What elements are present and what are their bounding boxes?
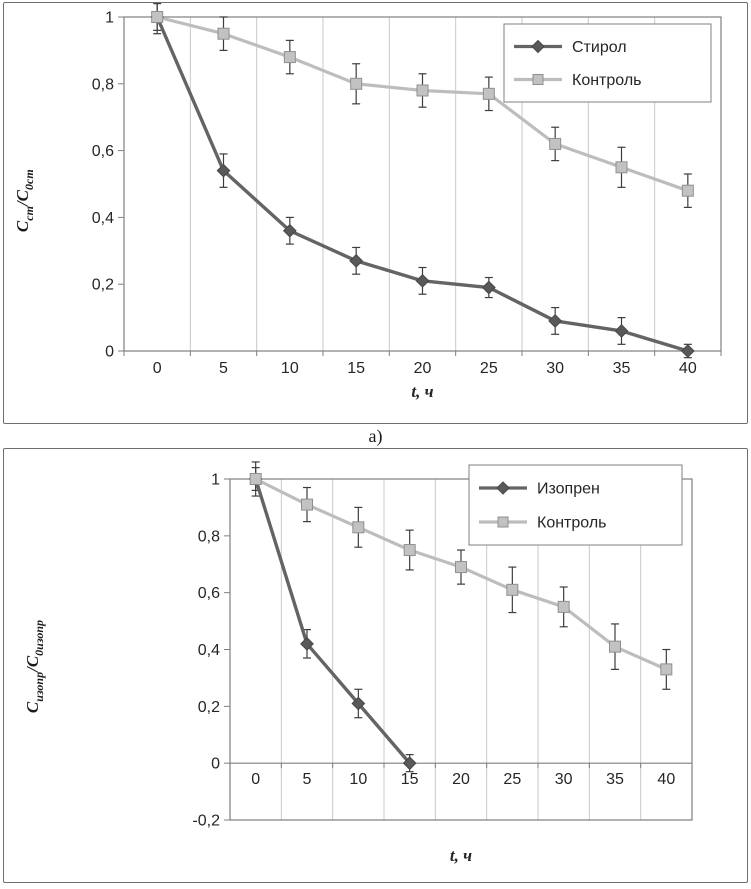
marker-square (660, 663, 673, 676)
marker-square (403, 544, 416, 557)
marker-diamond (614, 324, 629, 338)
y-axis-title: Cст/C0ст (13, 169, 36, 232)
y-tick-label: 0,6 (198, 585, 220, 602)
x-tick-label: 40 (679, 360, 697, 377)
marker-square (497, 516, 509, 528)
marker-square (151, 11, 164, 23)
marker-square (455, 561, 467, 574)
marker-diamond (481, 280, 496, 295)
y-tick-label: 1 (105, 10, 114, 27)
marker-diamond (300, 636, 314, 651)
marker-square (249, 473, 262, 485)
marker-square (557, 600, 570, 613)
x-tick-label: 30 (555, 771, 573, 788)
x-tick-label: 0 (251, 771, 260, 788)
series-line-0 (253, 477, 412, 765)
x-tick-label: 0 (153, 360, 162, 377)
y-tick-label: 0,8 (92, 76, 114, 93)
marker-diamond (531, 39, 545, 54)
chart-isoprene: -0,200,20,40,60,810 5 10 15 20 25 30 35 40Изопре… (23, 461, 693, 865)
marker-square (416, 84, 429, 97)
marker-square (283, 51, 296, 64)
y-tick-label: 0,6 (92, 143, 114, 160)
marker-diamond (216, 163, 231, 178)
y-tick-label: 0,2 (198, 699, 220, 716)
marker-diamond (415, 273, 430, 288)
marker-square (549, 137, 562, 150)
x-tick-label: 10 (281, 360, 299, 377)
marker-diamond (351, 696, 366, 711)
legend-label: Контроль (572, 72, 642, 89)
x-tick-label: 25 (503, 771, 521, 788)
legend-label: Изопрен (537, 481, 600, 498)
marker-square (609, 640, 621, 653)
x-tick-label: 25 (480, 360, 498, 377)
marker-square (506, 583, 519, 596)
x-tick-label: 35 (613, 360, 631, 377)
x-tick-label: 20 (452, 771, 470, 788)
marker-diamond (496, 481, 510, 495)
marker-square (681, 184, 694, 197)
x-tick-label: 5 (219, 360, 228, 377)
legend-box (503, 23, 712, 103)
marker-square (301, 498, 313, 511)
marker-diamond (349, 253, 364, 268)
x-tick-label: 30 (546, 360, 564, 377)
marker-square (482, 87, 495, 100)
x-tick-label: 15 (347, 360, 365, 377)
x-tick-label: 15 (401, 771, 419, 788)
marker-diamond (282, 223, 297, 238)
y-tick-label: -0,2 (192, 813, 220, 830)
figure-a: 0 0,2 0,4 0,6 0,8 1 0 5 10 15 20 25 30 35 40 Стирол Конт… (3, 2, 748, 424)
x-tick-label: 40 (657, 771, 675, 788)
x-tick-label: 35 (606, 771, 624, 788)
plot-border (123, 16, 722, 352)
x-tick-label: 20 (414, 360, 432, 377)
x-tick-label: 10 (349, 771, 367, 788)
y-tick-label: 0,8 (198, 528, 220, 545)
marker-square (532, 74, 544, 85)
legend-label: Контроль (537, 515, 607, 532)
figure-b: -0,2 0 0,2 0,4 0,6 0,8 1 0 5 10 15 20 25 30 35 40 Изопре… (3, 448, 748, 883)
y-tick-label: 1 (211, 472, 220, 489)
marker-square (217, 27, 230, 40)
y-tick-label: 0,4 (198, 642, 220, 659)
figure-a-caption: а) (368, 426, 383, 446)
marker-diamond (680, 344, 695, 358)
legend-label: Стирол (572, 39, 627, 56)
marker-square (615, 161, 628, 174)
y-tick-label: 0 (211, 756, 220, 773)
x-axis-title: t, ч (411, 382, 433, 401)
chart-styrene: 00,20,40,60,810 5 10 15 20 25 30 35 40СтиролКонт… (13, 3, 722, 401)
marker-diamond (548, 314, 563, 328)
marker-square (352, 521, 365, 534)
marker-diamond (402, 756, 417, 771)
y-tick-label: 0,2 (92, 277, 114, 294)
y-tick-label: 0,4 (92, 210, 114, 227)
x-tick-label: 5 (303, 771, 312, 788)
y-axis-title: Cизопр/C0изопр (23, 620, 46, 713)
legend-box (468, 464, 683, 546)
x-axis-title: t, ч (450, 846, 472, 865)
marker-square (350, 77, 363, 90)
y-tick-label: 0 (105, 344, 114, 361)
